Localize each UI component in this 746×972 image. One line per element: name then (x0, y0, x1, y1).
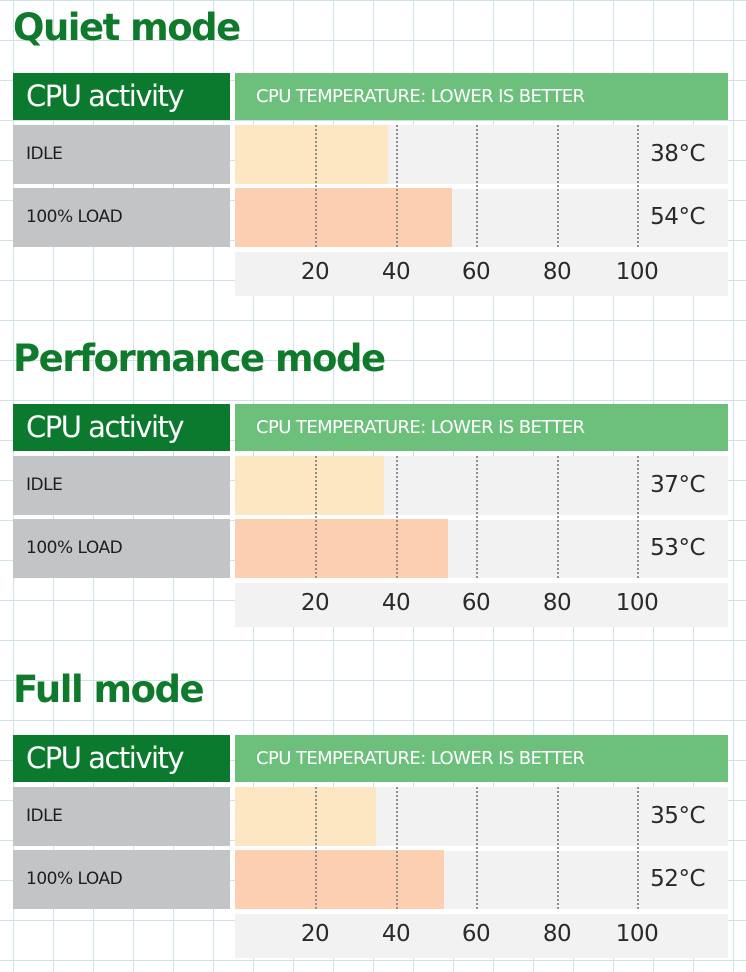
plot-area: 37°C 53°C 20 40 60 80 100 (235, 456, 728, 627)
temperature-bar (235, 456, 384, 515)
value-label: 53°C (650, 535, 705, 561)
value-header: CPU TEMPERATURE: LOWER IS BETTER (235, 404, 728, 451)
tick-label: 80 (542, 590, 572, 616)
gridline (315, 125, 317, 247)
category-label: 100% LOAD (13, 519, 230, 578)
tick-label: 40 (381, 590, 411, 616)
chart-panel: Full mode CPU activity CPU TEMPERATURE: LO… (0, 662, 746, 962)
chart-title: Quiet mode (13, 6, 241, 49)
value-label: 38°C (650, 141, 705, 167)
gridline (637, 125, 639, 247)
row-separator (235, 909, 728, 914)
gridline (476, 125, 478, 247)
tick-label: 60 (461, 921, 491, 947)
value-label: 35°C (650, 803, 705, 829)
gridline (476, 456, 478, 578)
gridline (637, 456, 639, 578)
value-header: CPU TEMPERATURE: LOWER IS BETTER (235, 735, 728, 782)
tick-label: 80 (542, 921, 572, 947)
gridline (315, 787, 317, 909)
temperature-bar (235, 787, 376, 846)
tick-label: 20 (300, 921, 330, 947)
tick-label: 40 (381, 921, 411, 947)
column-header: CPU activity (13, 404, 230, 451)
plot-area: 35°C 52°C 20 40 60 80 100 (235, 787, 728, 958)
gridline (557, 125, 559, 247)
value-label: 52°C (650, 866, 705, 892)
tick-label: 20 (300, 590, 330, 616)
category-label: IDLE (13, 125, 230, 184)
tick-label: 100 (615, 259, 659, 285)
tick-label: 60 (461, 259, 491, 285)
tick-label: 100 (615, 590, 659, 616)
temperature-bar (235, 519, 448, 578)
gridline (396, 787, 398, 909)
row-separator (235, 515, 728, 520)
value-header: CPU TEMPERATURE: LOWER IS BETTER (235, 73, 728, 120)
gridline (557, 456, 559, 578)
tick-label: 20 (300, 259, 330, 285)
gridline (637, 787, 639, 909)
category-label: 100% LOAD (13, 188, 230, 247)
row-separator (235, 184, 728, 189)
gridline (476, 787, 478, 909)
tick-label: 40 (381, 259, 411, 285)
tick-label: 100 (615, 921, 659, 947)
row-separator (235, 578, 728, 583)
category-label: IDLE (13, 787, 230, 846)
gridline (315, 456, 317, 578)
chart-panel: Performance mode CPU activity CPU TEMPERAT… (0, 331, 746, 631)
column-header: CPU activity (13, 735, 230, 782)
column-header: CPU activity (13, 73, 230, 120)
chart-title: Performance mode (13, 337, 386, 380)
gridline (396, 456, 398, 578)
row-separator (235, 846, 728, 851)
plot-area: 38°C 54°C 20 40 60 80 100 (235, 125, 728, 296)
category-label: 100% LOAD (13, 850, 230, 909)
temperature-bar (235, 125, 388, 184)
chart-title: Full mode (13, 668, 205, 711)
temperature-bar (235, 850, 444, 909)
temperature-bar (235, 188, 452, 247)
tick-label: 60 (461, 590, 491, 616)
value-label: 54°C (650, 204, 705, 230)
category-label: IDLE (13, 456, 230, 515)
value-label: 37°C (650, 472, 705, 498)
tick-label: 80 (542, 259, 572, 285)
chart-panel: Quiet mode CPU activity CPU TEMPERATURE: L… (0, 0, 746, 300)
gridline (396, 125, 398, 247)
gridline (557, 787, 559, 909)
row-separator (235, 247, 728, 252)
